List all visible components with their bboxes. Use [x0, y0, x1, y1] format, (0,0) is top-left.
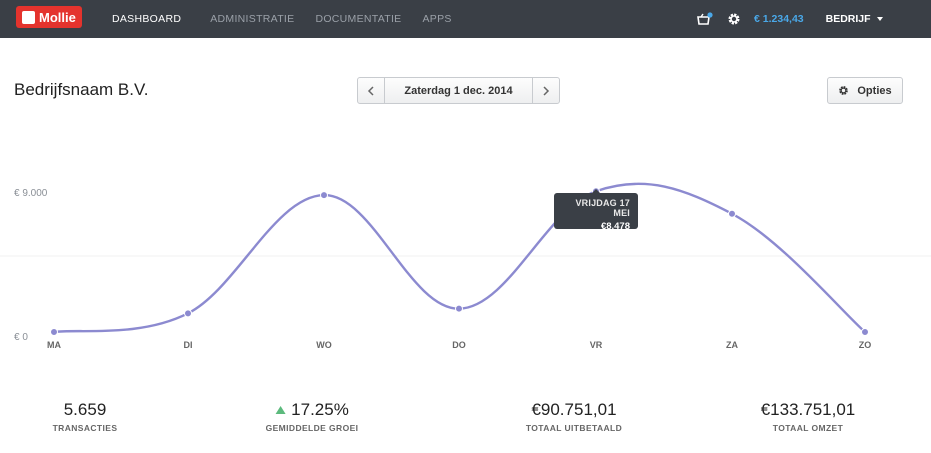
- options-button[interactable]: Opties: [827, 77, 903, 104]
- caret-down-icon: [876, 17, 883, 21]
- y-tick-zero: € 0: [14, 332, 28, 343]
- header-right: € 1.234,43 BEDRIJF: [697, 0, 883, 38]
- stat-value: €90.751,01: [531, 400, 617, 419]
- options-label: Opties: [857, 84, 892, 97]
- weekly-revenue-chart: [0, 182, 931, 336]
- stat-total-revenue: €133.751,01 TOTAAL OMZET: [761, 400, 856, 433]
- stat-average-growth: 17.25% GEMIDDELDE GROEI: [266, 400, 359, 433]
- stat-label: TOTAAL OMZET: [772, 423, 844, 433]
- data-point-wo[interactable]: [320, 191, 328, 200]
- nav-item-dashboard[interactable]: DASHBOARD: [112, 13, 182, 25]
- data-point-di[interactable]: [184, 309, 192, 318]
- tooltip-title: VRIJDAG 17 MEI: [575, 198, 630, 218]
- stat-total-paid-out: €90.751,01 TOTAAL UITBETAALD: [526, 400, 622, 433]
- trend-up-icon: [275, 406, 286, 414]
- mollie-logo[interactable]: Mollie: [16, 6, 82, 28]
- logo-text: Mollie: [39, 9, 76, 25]
- stat-value: €133.751,01: [760, 400, 856, 419]
- stat-value-row: 17.25%: [266, 400, 359, 420]
- company-menu[interactable]: BEDRIJF: [826, 13, 883, 25]
- stat-label: GEMIDDELDE GROEI: [265, 423, 359, 433]
- x-tick-label: DO: [452, 340, 466, 350]
- current-date[interactable]: Zaterdag 1 dec. 2014: [404, 84, 513, 97]
- chevron-right-icon: [543, 85, 550, 96]
- data-point-zo[interactable]: [861, 328, 869, 336]
- chart-tooltip: VRIJDAG 17 MEI €8.478: [554, 189, 638, 232]
- x-tick-label: MA: [47, 340, 61, 350]
- page-title: Bedrijfsnaam B.V.: [14, 80, 149, 99]
- company-menu-label: BEDRIJF: [825, 13, 871, 25]
- previous-day-button[interactable]: [358, 78, 385, 103]
- tooltip-value: €8.478: [600, 221, 630, 232]
- cart-notification-icon[interactable]: [697, 12, 713, 26]
- settings-gear-icon[interactable]: [727, 12, 741, 26]
- nav-item-administratie[interactable]: ADMINISTRATIE: [210, 13, 295, 25]
- nav-item-apps[interactable]: APPS: [422, 13, 452, 25]
- x-tick-label: VR: [589, 340, 603, 350]
- tooltip-arrow: [592, 189, 600, 193]
- stat-value: 17.25%: [291, 400, 349, 419]
- main-nav: DASHBOARD ADMINISTRATIE DOCUMENTATIE APP…: [112, 0, 452, 38]
- data-point-za[interactable]: [728, 209, 736, 218]
- stat-label: TRANSACTIES: [52, 423, 118, 433]
- nav-item-documentatie[interactable]: DOCUMENTATIE: [315, 13, 402, 25]
- gear-icon: [839, 86, 849, 95]
- x-tick-label: ZO: [858, 340, 872, 350]
- stat-label: TOTAAL UITBETAALD: [525, 423, 623, 433]
- y-tick-max: € 9.000: [14, 188, 48, 199]
- x-tick-label: DI: [183, 340, 193, 350]
- date-picker: Zaterdag 1 dec. 2014: [357, 77, 560, 104]
- chevron-left-icon: [367, 85, 374, 96]
- stat-transactions: 5.659 TRANSACTIES: [53, 400, 118, 433]
- top-navigation-bar: Mollie DASHBOARD ADMINISTRATIE DOCUMENTA…: [0, 0, 931, 38]
- x-tick-label: WO: [316, 340, 332, 350]
- data-point-do[interactable]: [455, 304, 463, 313]
- stat-value: 5.659: [63, 400, 107, 419]
- account-balance[interactable]: € 1.234,43: [754, 13, 804, 25]
- x-tick-label: ZA: [726, 340, 738, 350]
- logo-mark-icon: [22, 10, 35, 24]
- data-point-ma[interactable]: [50, 328, 58, 336]
- next-day-button[interactable]: [532, 78, 559, 103]
